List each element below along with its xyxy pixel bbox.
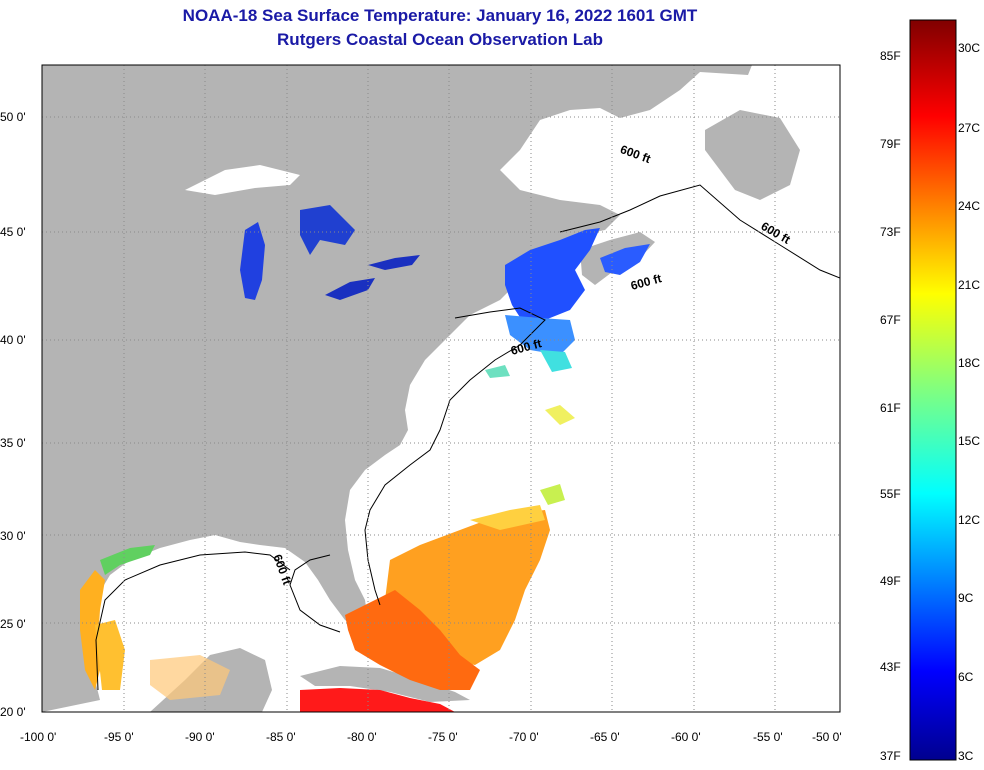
lat-label: 50 0' bbox=[0, 110, 26, 124]
sst-patch-southern-new-england bbox=[505, 315, 575, 355]
sst-patch-offshore-cyan bbox=[540, 350, 572, 372]
lat-label: 30 0' bbox=[0, 529, 26, 543]
lat-label: 35 0' bbox=[0, 436, 26, 450]
sst-patch-scotian-shelf bbox=[600, 244, 650, 275]
lon-label: -100 0' bbox=[20, 730, 56, 744]
cb-c-label: 21C bbox=[958, 278, 980, 292]
cb-c-label: 24C bbox=[958, 199, 980, 213]
latitude-labels: 20 0' 25 0' 30 0' 35 0' 40 0' 45 0' 50 0… bbox=[0, 110, 26, 719]
map-title: NOAA-18 Sea Surface Temperature: January… bbox=[182, 6, 698, 25]
cb-c-label: 12C bbox=[958, 513, 980, 527]
cb-f-label: 79F bbox=[880, 137, 901, 151]
cb-f-label: 49F bbox=[880, 574, 901, 588]
cb-f-label: 55F bbox=[880, 487, 901, 501]
sst-patch-texas-coast bbox=[100, 545, 155, 575]
cb-f-label: 73F bbox=[880, 225, 901, 239]
longitude-labels: -100 0' -95 0' -90 0' -85 0' -80 0' -75 … bbox=[20, 730, 842, 744]
lon-label: -50 0' bbox=[812, 730, 842, 744]
lat-label: 45 0' bbox=[0, 225, 26, 239]
colorbar-fahrenheit-labels: 85F 79F 73F 67F 61F 55F 49F 43F 37F bbox=[880, 49, 901, 763]
contour-600ft-north bbox=[559, 184, 840, 279]
contour-600ft-gulf bbox=[95, 551, 341, 691]
sst-patch-offshore-yellow bbox=[545, 405, 575, 425]
cb-f-label: 43F bbox=[880, 660, 901, 674]
cb-f-label: 85F bbox=[880, 49, 901, 63]
cb-c-label: 9C bbox=[958, 591, 974, 605]
map-frame bbox=[41, 64, 841, 713]
lon-label: -55 0' bbox=[753, 730, 783, 744]
sst-patch-carolina bbox=[470, 505, 545, 530]
lake-superior bbox=[185, 165, 300, 195]
lon-label: -70 0' bbox=[509, 730, 539, 744]
cb-c-label: 27C bbox=[958, 121, 980, 135]
cb-c-label: 15C bbox=[958, 434, 980, 448]
lon-label: -85 0' bbox=[266, 730, 296, 744]
cb-c-label: 6C bbox=[958, 670, 974, 684]
graticule bbox=[42, 65, 840, 712]
lat-label: 25 0' bbox=[0, 617, 26, 631]
sst-patch-mid-atlantic bbox=[485, 365, 510, 378]
lon-label: -80 0' bbox=[347, 730, 377, 744]
lake-michigan bbox=[240, 222, 265, 300]
lon-label: -65 0' bbox=[590, 730, 620, 744]
lat-label: 20 0' bbox=[0, 705, 26, 719]
sst-patch-gulf-scatter bbox=[150, 655, 230, 700]
lon-label: -75 0' bbox=[428, 730, 458, 744]
gulf-st-lawrence bbox=[570, 118, 690, 200]
cb-c-label: 3C bbox=[958, 749, 974, 763]
lon-label: -60 0' bbox=[671, 730, 701, 744]
lake-erie bbox=[325, 278, 375, 300]
cb-c-label: 30C bbox=[958, 41, 980, 55]
lon-label: -90 0' bbox=[185, 730, 215, 744]
land-newfoundland bbox=[705, 110, 800, 200]
map-subtitle: Rutgers Coastal Ocean Observation Lab bbox=[277, 30, 603, 49]
cb-f-label: 61F bbox=[880, 401, 901, 415]
lat-label: 40 0' bbox=[0, 333, 26, 347]
contour-600ft-east bbox=[364, 307, 546, 606]
lake-ontario bbox=[368, 255, 420, 270]
sst-patch-offshore-green bbox=[540, 484, 565, 505]
lake-huron bbox=[300, 205, 355, 255]
colorbar-celsius-labels: 30C 27C 24C 21C 18C 15C 12C 9C 6C 3C bbox=[958, 41, 980, 763]
land-north-america bbox=[42, 65, 752, 712]
land-florida bbox=[330, 545, 366, 625]
cb-c-label: 18C bbox=[958, 356, 980, 370]
land-cuba bbox=[300, 666, 470, 702]
lon-label: -95 0' bbox=[104, 730, 134, 744]
sst-patch-caribbean bbox=[300, 688, 455, 712]
cb-f-label: 67F bbox=[880, 313, 901, 327]
sst-patch-mexico-coast bbox=[80, 570, 105, 690]
sst-patch-gulf-west bbox=[95, 620, 125, 690]
cb-f-label: 37F bbox=[880, 749, 901, 763]
sst-patch-bahamas bbox=[345, 590, 480, 690]
colorbar bbox=[909, 19, 957, 761]
sst-patch-gulf-of-maine bbox=[505, 228, 600, 325]
